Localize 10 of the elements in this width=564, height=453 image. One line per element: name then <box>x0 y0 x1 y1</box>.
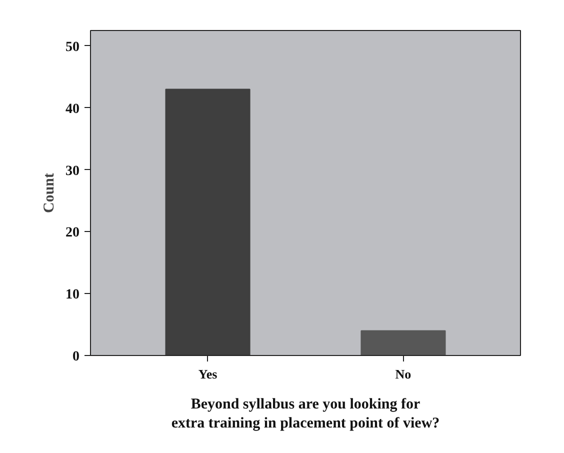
y-tick-label: 50 <box>66 40 80 55</box>
y-tick-label: 10 <box>66 288 80 303</box>
y-tick-label: 30 <box>66 164 80 179</box>
y-tick-label: 0 <box>72 350 80 364</box>
y-tick-label: 20 <box>66 226 80 241</box>
x-tick-label: Yes <box>198 366 218 382</box>
y-tick-label: 40 <box>66 102 80 117</box>
x-tick-label: No <box>395 366 412 382</box>
x-axis-title: Beyond syllabus are you looking for extra training in placement point of view? <box>171 396 440 432</box>
y-axis-title: Count <box>42 172 58 214</box>
